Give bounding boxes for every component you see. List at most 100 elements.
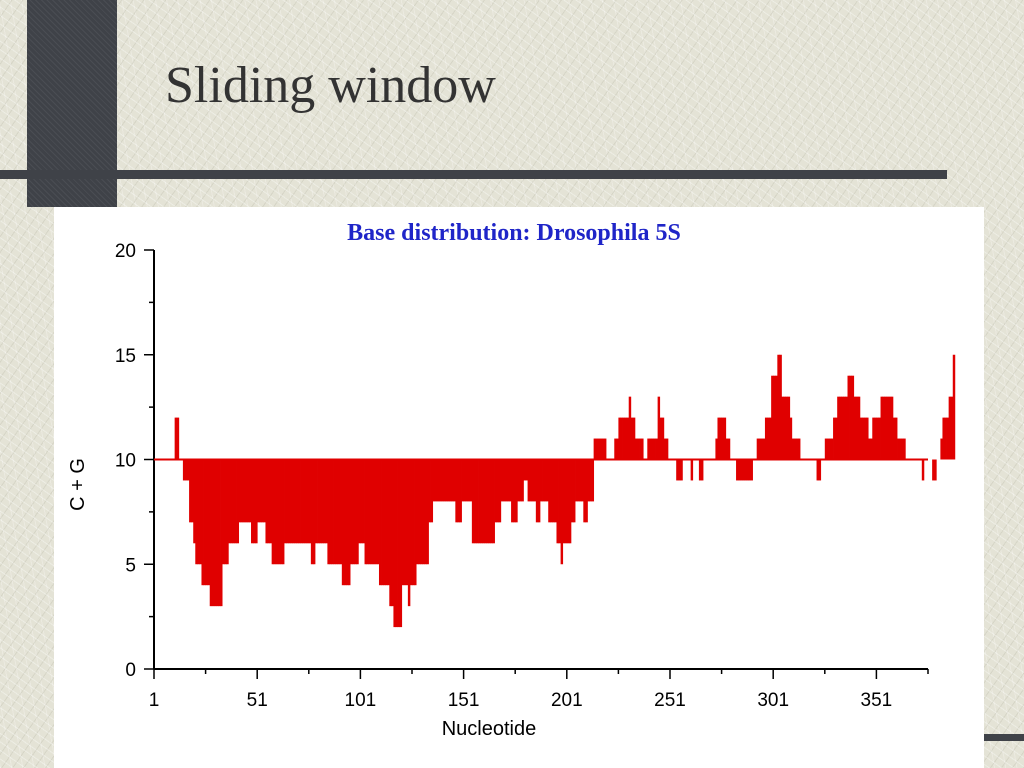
bar-362 [899,438,902,460]
bar-275 [719,417,722,460]
bar-32 [217,459,221,607]
bar-204 [572,459,576,523]
bar-198 [560,459,564,565]
bar-19 [191,459,194,523]
bar-128 [416,459,419,565]
bar-109 [376,459,380,565]
bar-15 [182,459,186,481]
bar-213 [591,459,595,502]
bar-335 [843,396,846,460]
bar-326 [824,438,828,460]
bar-241 [649,438,652,460]
bar-343 [859,417,863,460]
bar-134 [428,459,431,523]
bar-65 [286,459,289,544]
bar-192 [548,459,551,523]
bar-99 [356,459,359,565]
bar-91 [339,459,343,565]
bar-202 [568,459,572,544]
bar-22 [197,459,200,565]
bar-88 [333,459,337,565]
bar-276 [721,417,725,460]
bar-312 [795,438,799,460]
bar-133 [426,459,429,565]
bar-195 [554,459,557,523]
bar-336 [845,396,848,460]
bar-112 [383,459,386,586]
bar-330 [833,417,836,460]
bar-93 [343,459,347,586]
bar-23 [199,459,202,565]
bar-349 [872,417,875,460]
bar-44 [242,459,246,523]
bar-58 [271,459,275,565]
bar-190 [544,459,547,502]
bar-17 [187,459,190,481]
y-axis-label: C + G [67,458,89,511]
bar-119 [397,459,401,628]
bar-201 [566,459,570,544]
bar-33 [220,459,223,607]
bar-329 [830,438,834,460]
bar-255 [678,459,681,481]
bar-166 [494,459,498,523]
bar-284 [738,459,741,481]
bar-358 [890,396,894,460]
bar-97 [352,459,355,565]
bar-248 [663,438,667,460]
bar-69 [294,459,297,544]
bar-261 [690,459,694,481]
bar-40 [234,459,237,544]
bar-26 [205,459,209,586]
bar-27 [207,459,211,586]
x-tick-label-201: 201 [551,690,583,711]
bar-231 [628,396,632,460]
bar-94 [345,459,349,586]
bar-228 [622,417,625,460]
bar-187 [537,459,541,523]
bar-247 [661,417,665,460]
bar-277 [723,417,727,460]
bar-106 [370,459,374,565]
bar-327 [826,438,830,460]
bar-364 [903,438,906,460]
bar-98 [354,459,357,565]
bar-62 [279,459,283,565]
bar-159 [480,459,483,544]
bar-38 [230,459,233,544]
bar-206 [577,459,580,502]
bar-154 [469,459,473,502]
bar-68 [292,459,295,544]
bar-226 [618,417,621,460]
decorative-horizontal-rule [0,170,947,179]
bar-172 [506,459,510,502]
x-tick-label-101: 101 [345,690,377,711]
bar-200 [564,459,568,544]
bar-265 [698,459,702,481]
bar-76 [308,459,312,544]
bar-287 [744,459,747,481]
bar-146 [453,459,456,502]
bar-129 [418,459,421,565]
bar-43 [240,459,244,523]
bar-152 [465,459,469,502]
base-distribution-chart: Base distribution: Drosophila 5S 0 5 10 15 2… [67,220,956,740]
bar-103 [364,459,367,565]
bar-211 [587,459,590,502]
bar-83 [323,459,326,544]
bar-199 [562,459,566,544]
bar-225 [616,438,619,460]
bar-278 [725,438,729,460]
bar-82 [321,459,324,544]
bar-113 [385,459,388,586]
bar-338 [849,375,853,460]
bar-125 [409,459,413,586]
bar-59 [273,459,277,565]
bar-47 [248,459,252,523]
bar-182 [527,459,531,502]
bar-341 [855,396,859,460]
bar-234 [634,438,638,460]
bar-298 [767,417,770,460]
bar-373 [921,459,925,481]
bar-285 [740,459,743,481]
